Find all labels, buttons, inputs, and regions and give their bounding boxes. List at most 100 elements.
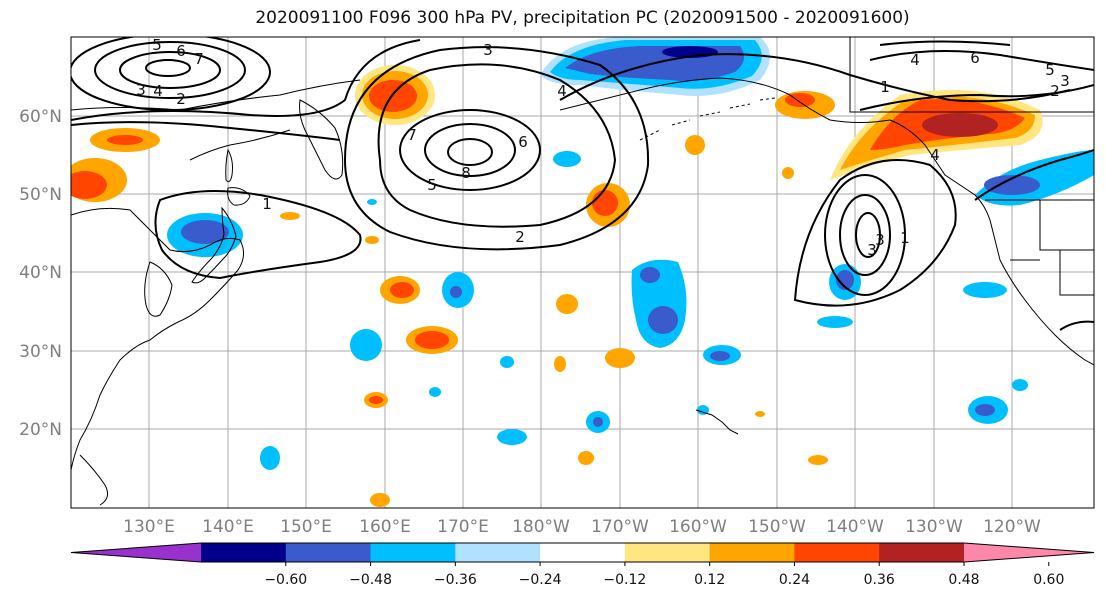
colorbar-tick-label: −0.12 [603, 572, 646, 588]
precip-blob [922, 113, 998, 137]
lon-tick-label: 130°E [123, 517, 175, 537]
pv-contour [869, 50, 1094, 71]
contour-label: 1 [262, 195, 272, 213]
colorbar-tick-label: −0.24 [519, 572, 562, 588]
contour-label: 4 [557, 82, 567, 100]
colorbar-swatch [540, 543, 626, 562]
alaska-coastline [559, 77, 991, 221]
lon-tick-label: 160°W [669, 517, 727, 537]
contour-label: 3 [483, 41, 493, 59]
precip-blob [350, 329, 382, 361]
lon-tick-label: 170°E [437, 517, 489, 537]
pv-contour [119, 51, 221, 89]
pv-contour [399, 109, 541, 191]
precip-blob [984, 175, 1040, 195]
lon-tick-label: 170°W [591, 517, 649, 537]
colorbar-outline [70, 542, 1095, 563]
lat-tick-label: 30°N [19, 342, 62, 362]
colorbar-tick-label: 0.12 [694, 572, 725, 588]
colorbar-swatch [709, 543, 795, 562]
pv-contour [859, 84, 1094, 111]
asia-coastline [71, 207, 244, 471]
pv-contour [839, 194, 891, 276]
hokkaido-coastline [227, 187, 251, 206]
us-states-borders [1010, 200, 1094, 296]
precip-blob [369, 80, 417, 112]
contour-label: 2 [176, 90, 186, 108]
precip-blob [71, 171, 107, 199]
precip-blob [592, 190, 618, 216]
precip-blob [975, 404, 995, 416]
precip-blob [450, 286, 462, 298]
contour-label: 4 [153, 82, 163, 100]
precip-blob [782, 167, 794, 179]
colorbar-swatch [794, 543, 880, 562]
colorbar-swatch [285, 543, 372, 562]
precip-blob [755, 411, 765, 417]
lat-tick-label: 50°N [19, 185, 62, 205]
korea-coastline [144, 261, 173, 317]
precip-blob [429, 387, 441, 397]
precip-blob [370, 493, 390, 507]
precip-blob [808, 455, 828, 465]
colorbar-extend-min [71, 543, 201, 562]
pv-contour [154, 190, 362, 280]
colorbar-swatch [879, 543, 965, 562]
lat-tick-label: 40°N [19, 263, 62, 283]
map-frame [70, 36, 1095, 509]
contour-label: 7 [194, 50, 204, 68]
pv-contour [71, 39, 421, 121]
coastlines [71, 37, 1094, 506]
precip-blob [181, 220, 229, 244]
lat-tick-label: 20°N [19, 420, 62, 440]
kamchatka-coastline [299, 99, 344, 180]
colorbar-swatch [624, 543, 711, 562]
colorbar-tick-label: −0.36 [434, 572, 477, 588]
precip-blob [697, 405, 709, 415]
precip-blob [710, 351, 730, 361]
figure-title: 2020091100 F096 300 hPa PV, precipitatio… [255, 8, 910, 28]
contour-label: 7 [407, 126, 417, 144]
precip-blob [836, 270, 854, 290]
precip-blob [500, 356, 514, 368]
pv-contour [71, 37, 271, 111]
colorbar-swatch [370, 543, 456, 562]
pv-contour [559, 53, 1071, 103]
precip-blob [556, 294, 578, 314]
colorbar-swatch [455, 543, 541, 562]
contour-label: 2 [515, 228, 525, 246]
pv-contour [377, 63, 617, 228]
contour-label: 1 [880, 78, 890, 96]
colorbar-swatch [201, 543, 287, 562]
pv-contour [145, 59, 191, 77]
pv-contour [343, 46, 650, 251]
precip-blob [605, 348, 635, 368]
contour-label: 1 [900, 229, 910, 247]
precip-blob [497, 429, 527, 445]
precip-blob [369, 396, 383, 404]
colorbar-tick-label: 0.60 [1033, 572, 1064, 588]
precip-negative-anomalies [167, 37, 1094, 470]
pv-contour [824, 174, 906, 296]
colorbar-extend-max [964, 543, 1094, 562]
precip-blob [280, 212, 300, 220]
lon-tick-label: 150°E [280, 517, 332, 537]
pv-contour [855, 212, 881, 258]
contour-label: 3 [875, 231, 885, 249]
precip-blob [640, 267, 660, 283]
precip-blob [648, 306, 678, 334]
contour-label: 4 [930, 146, 940, 164]
precip-blob [367, 199, 377, 205]
lon-tick-label: 120°W [983, 517, 1041, 537]
precip-blob [260, 446, 280, 470]
pv-contour [447, 138, 493, 166]
precip-blob [1012, 379, 1028, 391]
precip-blob [390, 282, 414, 298]
precip-blob [553, 151, 581, 167]
lon-tick-label: 140°E [202, 517, 254, 537]
contour-label: 5 [152, 36, 162, 54]
precip-blob [107, 135, 143, 145]
contour-label: 3 [1060, 72, 1070, 90]
